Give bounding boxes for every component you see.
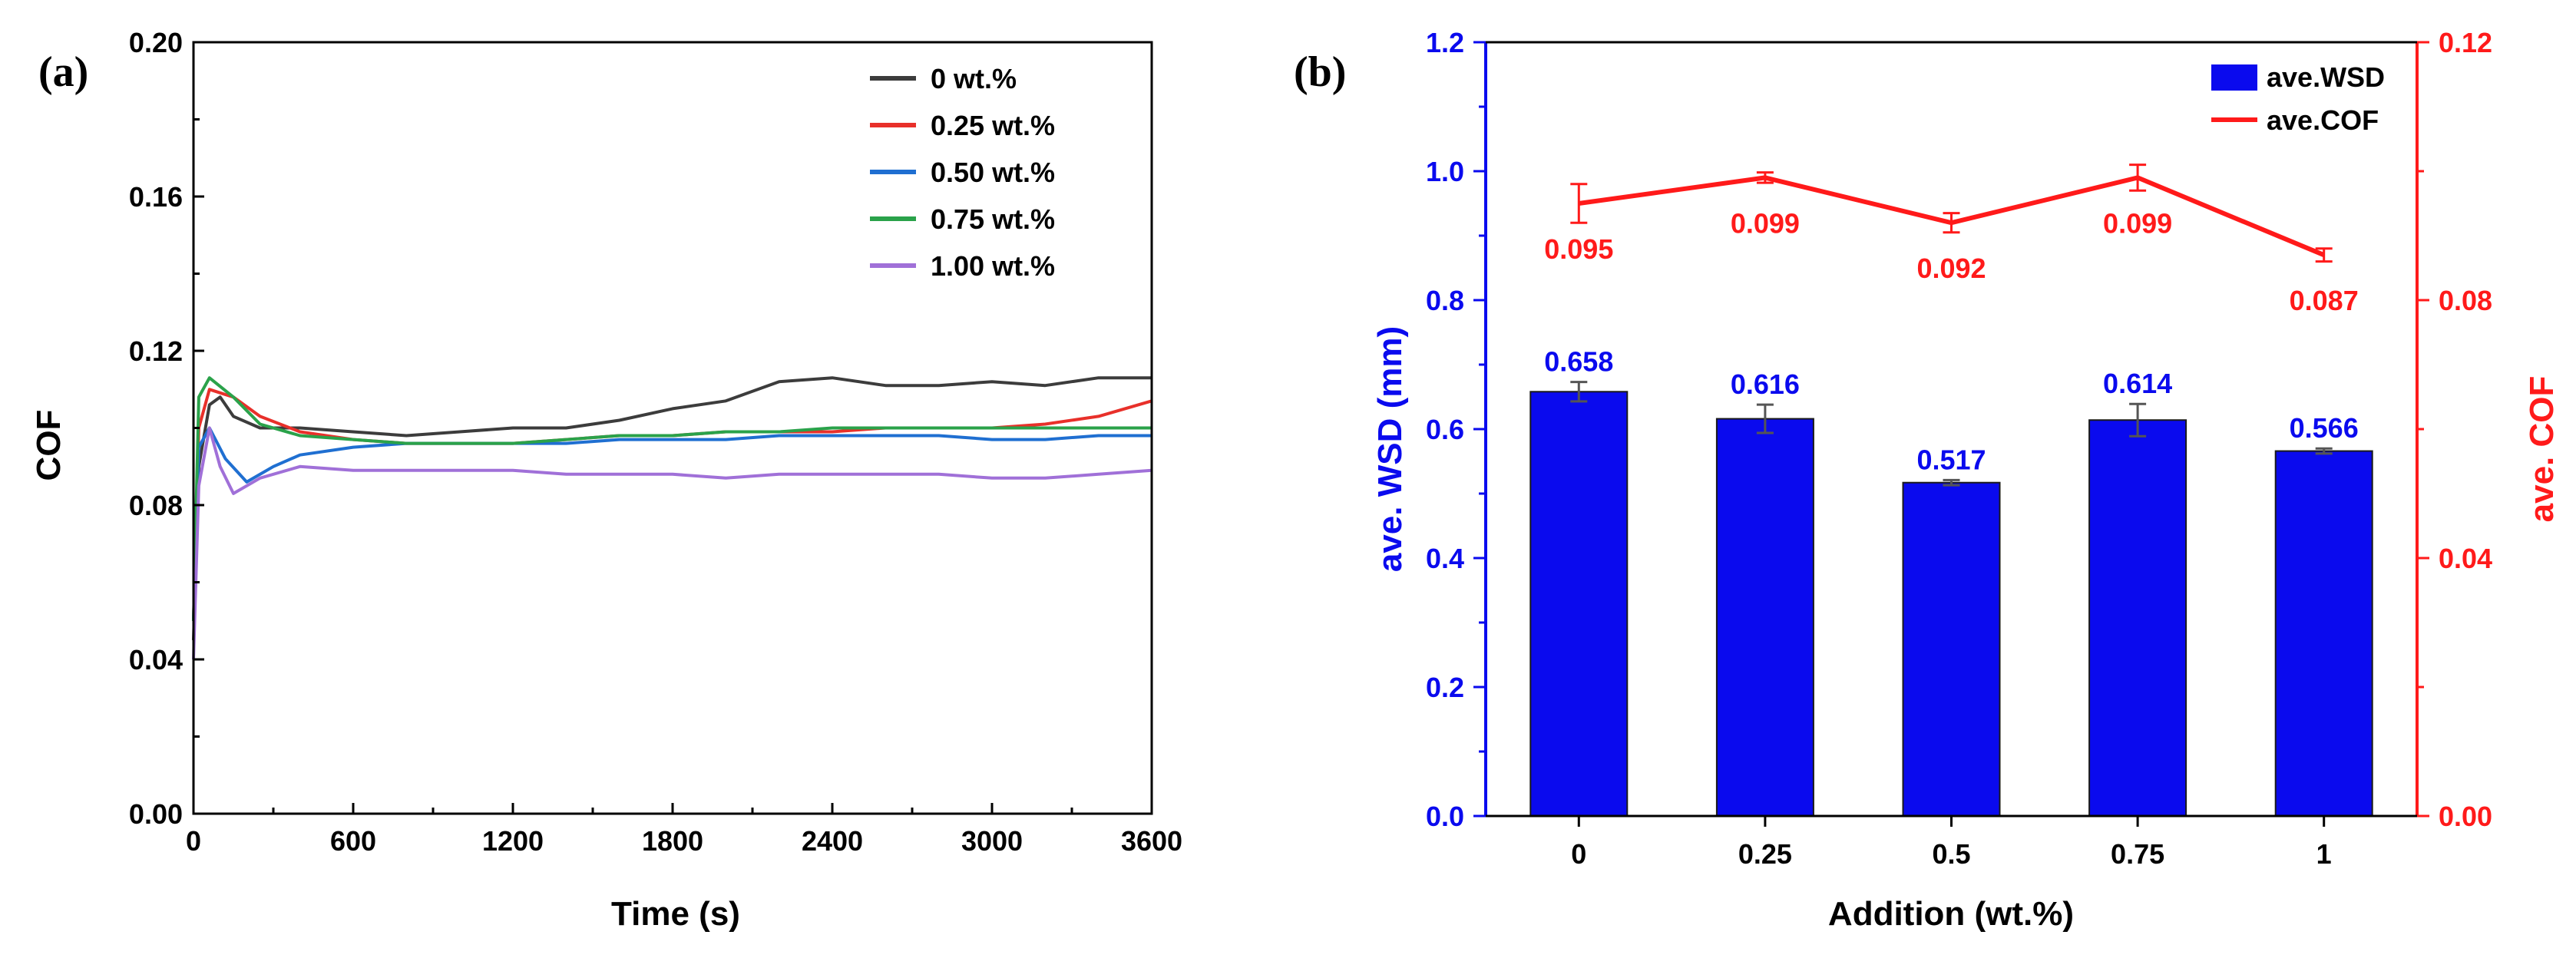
legend-label-wsd: ave.WSD: [2267, 61, 2385, 93]
cof-series-line-4: [192, 426, 1152, 660]
panel-a-y-axis-label: COF: [30, 410, 68, 481]
panel-a: (a) 0 600 1200 1800 2400 3000 3600 0.000.040.0…: [30, 27, 1182, 933]
cof-value-label: 0.099: [1731, 207, 1800, 239]
cof-series-line-1: [192, 388, 1152, 621]
y-tick-label: 0.4: [1426, 543, 1464, 574]
x-tick-label: 0.75: [2111, 838, 2164, 870]
x-tick-label: 1: [2316, 838, 2332, 870]
y-tick-label: 0.20: [129, 27, 183, 58]
panel-a-x-axis-label: Time (s): [611, 895, 740, 933]
legend-swatch-wsd: [2211, 64, 2257, 91]
x-tick-label: 0: [1571, 838, 1586, 870]
panel-b-bars: 0.658 0.616 0.517 0.614 0.566: [1529, 346, 2373, 817]
y-tick-label: 0.04: [129, 644, 183, 676]
y-right-tick-label: 0.12: [2439, 27, 2492, 58]
wsd-value-label: 0.658: [1544, 346, 1613, 378]
panel-a-y-ticks: 0.00 0.04 0.08 0.12 0.16 0.20: [129, 27, 204, 830]
wsd-bar: [2088, 419, 2187, 817]
y-tick-label: 0.12: [129, 335, 183, 367]
x-tick-label: 0.25: [1738, 838, 1792, 870]
wsd-bar: [1902, 481, 2001, 817]
cof-series-line-3: [192, 376, 1152, 621]
legend-label-2: 0.50 wt.%: [931, 157, 1055, 188]
wsd-value-label: 0.614: [2103, 368, 2172, 399]
legend-label-1: 0.25 wt.%: [931, 110, 1055, 141]
panel-b-y-axis-label-right: ave. COF: [2523, 376, 2561, 523]
x-tick-label: 2400: [802, 825, 863, 857]
wsd-value-label: 0.517: [1916, 444, 1986, 475]
wsd-value-label: 0.616: [1731, 368, 1800, 400]
panel-b: (b) 0.658 0.616 0.517 0.614 0.566 0.095 0.099…: [1294, 27, 2561, 933]
panel-a-legend: 0 wt.% 0.25 wt.% 0.50 wt.% 0.75 wt.% 1.00 wt…: [870, 63, 1055, 282]
panel-b-x-ticks: 0 0.25 0.5 0.75 1: [1571, 816, 2332, 870]
y-tick-label: 0.16: [129, 181, 183, 213]
y-tick-label: 0.08: [129, 490, 183, 521]
panel-b-y-ticks-right: 0.00 0.04 0.08 0.12: [2417, 27, 2492, 832]
panel-b-y-axis-label-left: ave. WSD (mm): [1371, 326, 1409, 572]
panel-a-x-ticks: 0 600 1200 1800 2400 3000 3600: [186, 803, 1182, 857]
x-tick-label: 0: [186, 825, 201, 857]
y-tick-label: 0.6: [1426, 414, 1464, 445]
cof-value-label: 0.092: [1916, 253, 1986, 284]
panel-b-y-ticks-left: 0.0 0.2 0.4 0.6 0.8 1.0 1.2: [1426, 27, 1486, 832]
y-right-tick-label: 0.00: [2439, 801, 2492, 832]
y-tick-label: 0.00: [129, 798, 183, 830]
cof-value-label: 0.087: [2290, 285, 2359, 316]
legend-label-3: 0.75 wt.%: [931, 203, 1055, 235]
wsd-bar: [1715, 418, 1814, 817]
panel-b-legend: ave.WSD ave.COF: [2211, 61, 2385, 136]
y-tick-label: 0.0: [1426, 801, 1464, 832]
x-tick-label: 3000: [961, 825, 1023, 857]
cof-series-line-2: [192, 426, 1152, 621]
panel-b-cof-line: 0.095 0.099 0.092 0.099 0.087: [1544, 164, 2359, 316]
wsd-bar: [1529, 391, 1629, 817]
y-tick-label: 0.2: [1426, 672, 1464, 703]
x-tick-label: 600: [330, 825, 376, 857]
cof-series-line-0: [192, 376, 1152, 640]
y-tick-label: 1.0: [1426, 156, 1464, 187]
x-tick-label: 3600: [1121, 825, 1182, 857]
y-right-tick-label: 0.04: [2439, 543, 2492, 574]
legend-label-0: 0 wt.%: [931, 63, 1017, 94]
y-right-tick-label: 0.08: [2439, 285, 2492, 316]
panel-b-x-axis-label: Addition (wt.%): [1828, 895, 2074, 933]
x-tick-label: 1800: [642, 825, 703, 857]
panel-a-series-lines: [192, 376, 1152, 660]
wsd-bar: [2274, 450, 2373, 817]
legend-label-4: 1.00 wt.%: [931, 250, 1055, 282]
x-tick-label: 1200: [482, 825, 544, 857]
wsd-value-label: 0.566: [2290, 412, 2359, 444]
cof-value-label: 0.099: [2103, 207, 2172, 239]
legend-label-cof: ave.COF: [2267, 104, 2379, 136]
y-tick-label: 1.2: [1426, 27, 1464, 58]
x-tick-label: 0.5: [1932, 838, 1970, 870]
cof-value-label: 0.095: [1544, 233, 1613, 265]
panel-b-label: (b): [1294, 48, 1346, 96]
y-tick-label: 0.8: [1426, 285, 1464, 316]
panel-a-label: (a): [38, 48, 88, 96]
